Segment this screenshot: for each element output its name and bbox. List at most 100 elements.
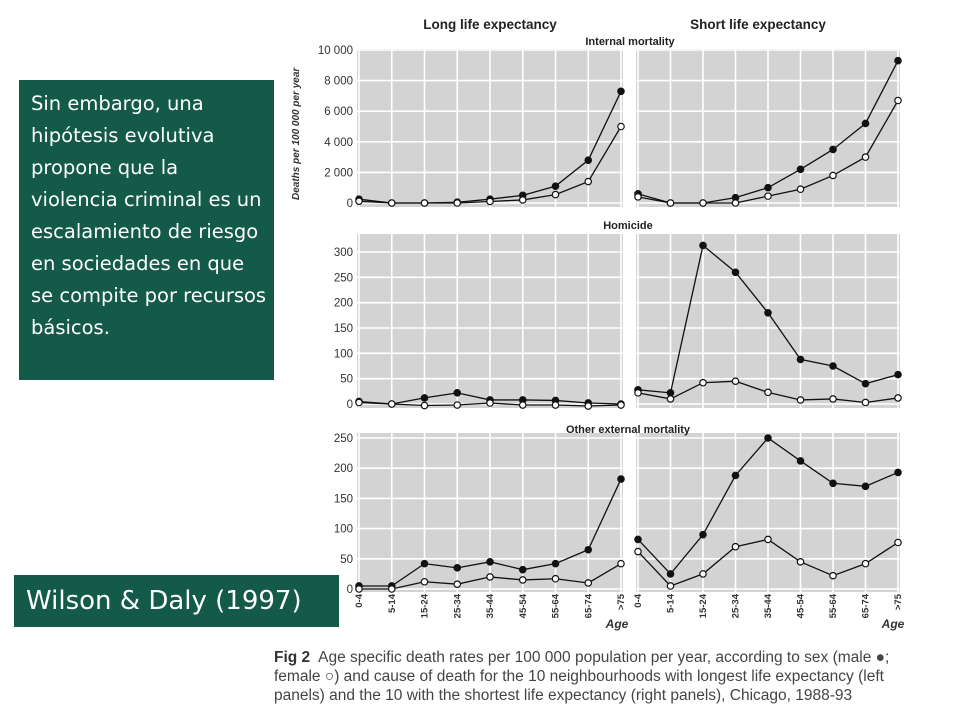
- data-point-male: [796, 457, 805, 465]
- panel-homicide-short: [636, 234, 900, 408]
- x-tick-label: 5-14: [387, 593, 398, 613]
- data-point-female: [764, 388, 772, 397]
- data-point-female: [617, 559, 625, 568]
- data-point-female: [699, 378, 707, 387]
- data-point-female: [355, 585, 363, 593]
- label-layer: Long life expectancy Short life expectan…: [291, 17, 905, 631]
- data-point-male: [518, 565, 527, 574]
- data-point-female: [420, 577, 429, 586]
- y-tick-label: 100: [334, 524, 353, 536]
- x-axis-label-right: Age: [881, 617, 905, 631]
- data-point-female: [861, 153, 870, 161]
- x-tick-label: 65-74: [861, 593, 872, 618]
- data-point-male: [796, 165, 805, 174]
- figure-caption: Fig 2 Age specific death rates per 100 00…: [274, 648, 889, 705]
- panel-title-left: Long life expectancy: [423, 17, 557, 32]
- y-tick-label: 0: [347, 399, 353, 411]
- data-point-female: [355, 197, 363, 205]
- y-tick-label: 250: [334, 272, 353, 284]
- data-point-female: [764, 535, 772, 544]
- data-point-male: [617, 87, 625, 96]
- y-axis-label: Deaths per 100 000 per year: [291, 67, 302, 200]
- y-tick-label: 6 000: [324, 106, 353, 118]
- y-tick-label: 300: [334, 247, 353, 259]
- x-tick-label: 55-64: [828, 593, 839, 618]
- data-point-female: [731, 199, 740, 207]
- data-point-female: [420, 199, 429, 207]
- x-axis-label-left: Age: [605, 617, 629, 631]
- x-tick-label: 15-24: [420, 593, 431, 618]
- data-point-female: [518, 196, 527, 204]
- data-point-female: [387, 199, 396, 207]
- data-point-female: [387, 400, 396, 408]
- x-tick-label: 25-34: [452, 593, 463, 618]
- data-point-male: [420, 559, 429, 568]
- data-point-male: [861, 119, 870, 128]
- data-point-male: [486, 558, 494, 566]
- data-point-female: [829, 395, 837, 403]
- y-tick-label: 2 000: [324, 167, 353, 179]
- data-point-female: [584, 579, 593, 587]
- y-tick-label: 50: [340, 374, 353, 386]
- data-point-female: [699, 199, 707, 207]
- data-point-male: [666, 389, 675, 397]
- data-point-male: [453, 564, 462, 572]
- y-tick-label: 4 000: [324, 137, 353, 149]
- data-point-female: [666, 582, 675, 590]
- data-point-female: [796, 396, 805, 404]
- data-point-male: [584, 545, 593, 554]
- data-point-female: [453, 401, 462, 409]
- data-point-female: [486, 399, 494, 407]
- x-tick-label: >75: [616, 593, 627, 610]
- panel-homicide-long: 0 50 100 150 200 250 300: [334, 234, 623, 411]
- y-tick-label: 150: [334, 493, 353, 505]
- y-tick-label: 50: [340, 554, 353, 566]
- data-point-male: [796, 355, 805, 364]
- panel-internal-mortality-long: 0 2 000 4 000 6 000 8 000 10 000: [318, 45, 623, 210]
- data-point-male: [551, 559, 560, 568]
- caption-line-2: female ○) and cause of death for the 10 …: [274, 668, 884, 685]
- data-point-female: [634, 547, 642, 556]
- annotation-text: Sin embargo, una hipótesis evolutiva pro…: [31, 92, 267, 339]
- data-point-male: [861, 379, 870, 388]
- data-point-female: [731, 542, 740, 551]
- data-point-female: [486, 573, 494, 581]
- data-point-female: [453, 199, 462, 207]
- y-tick-label: 150: [334, 323, 353, 335]
- data-point-female: [894, 96, 902, 105]
- caption-line-3: panels) and the 10 with the shortest lif…: [274, 687, 853, 704]
- data-point-male: [634, 535, 642, 544]
- citation-box: Wilson & Daly (1997): [14, 575, 339, 627]
- data-point-male: [551, 182, 560, 190]
- data-point-female: [666, 395, 675, 403]
- data-point-female: [617, 401, 625, 409]
- annotation-box: Sin embargo, una hipótesis evolutiva pro…: [19, 80, 274, 380]
- data-point-male: [731, 268, 740, 277]
- data-point-male: [453, 389, 462, 397]
- data-point-male: [894, 468, 902, 477]
- x-tick-label: 45-54: [796, 593, 807, 618]
- panel-other-external-mortality-long: 0 50 100 150 200 250 0-4 5-14 15-24 25-34 35-44 45-…: [334, 433, 627, 618]
- data-point-female: [764, 192, 772, 200]
- data-point-male: [420, 394, 429, 402]
- data-point-male: [894, 370, 902, 379]
- caption-line-1-text: Age specific death rates per 100 000 pop…: [318, 649, 890, 666]
- data-point-male: [764, 434, 772, 442]
- data-point-female: [551, 190, 560, 199]
- y-tick-label: 10 000: [318, 45, 353, 57]
- data-point-male: [584, 156, 593, 164]
- data-point-male: [617, 475, 625, 483]
- data-point-female: [551, 574, 560, 583]
- data-point-female: [518, 401, 527, 409]
- data-point-male: [894, 56, 902, 65]
- data-point-male: [861, 482, 870, 491]
- data-point-female: [453, 580, 462, 588]
- caption-line-1: Fig 2 Age specific death rates per 100 00…: [274, 648, 889, 667]
- data-point-female: [584, 177, 593, 186]
- data-point-female: [861, 559, 870, 568]
- data-point-female: [861, 398, 870, 407]
- x-tick-label: 25-34: [731, 593, 742, 618]
- data-point-female: [387, 585, 396, 593]
- y-tick-label: 200: [334, 298, 353, 310]
